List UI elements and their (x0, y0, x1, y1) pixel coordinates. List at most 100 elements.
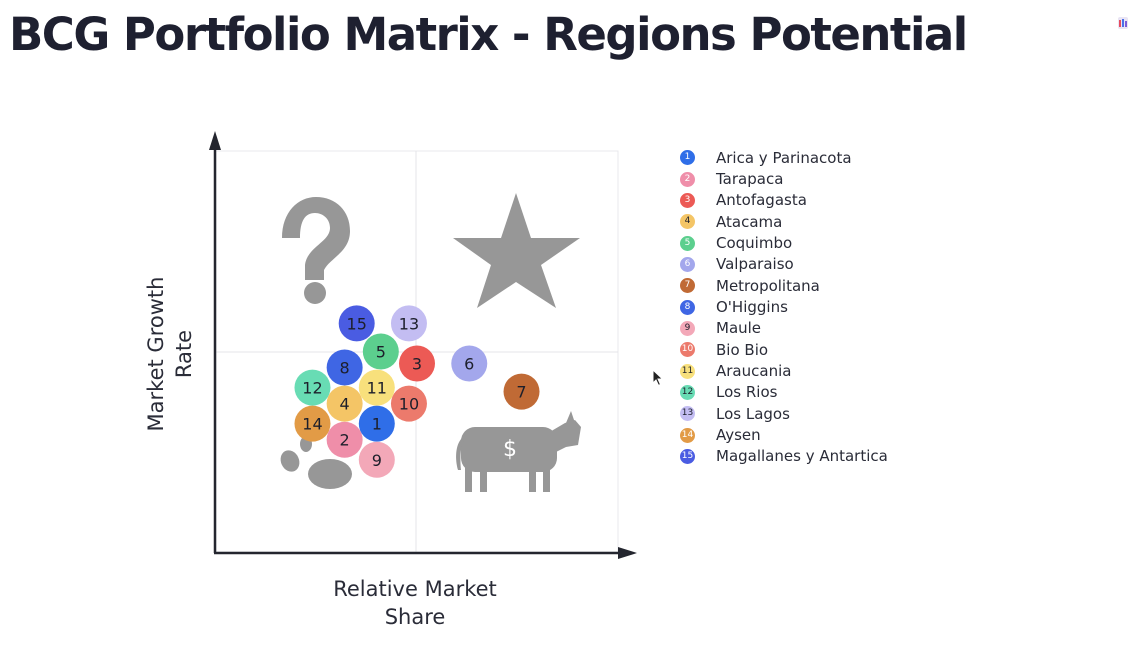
data-point-3: 3 (399, 345, 435, 382)
legend-item: 9 Maule (680, 318, 888, 339)
legend-label: Antofagasta (716, 191, 807, 210)
data-point-marker (358, 441, 395, 478)
legend-item: 3 Antofagasta (680, 190, 888, 211)
legend-label: Aysen (716, 426, 761, 445)
data-point-marker (326, 421, 363, 458)
app-logo-icon (1118, 17, 1128, 29)
x-axis-arrow (618, 547, 637, 559)
data-point-label: 15 (347, 314, 367, 333)
legend-item: 8 O'Higgins (680, 296, 888, 317)
legend-item: 15 Magallanes y Antartica (680, 446, 888, 467)
data-point-label: 1 (372, 415, 382, 434)
legend-marker: 8 (680, 299, 695, 315)
y-axis-label-line-2: Rate (172, 329, 196, 379)
legend-marker: 12 (680, 384, 695, 400)
legend-label: Tarapaca (716, 170, 784, 189)
legend-item: 2 Tarapaca (680, 168, 888, 189)
legend-item: 1 Arica y Parinacota (680, 147, 888, 168)
data-point-marker (294, 405, 331, 442)
data-point-marker (358, 405, 395, 442)
data-point-label: 8 (340, 359, 350, 378)
legend-label: Coquimbo (716, 234, 793, 253)
legend-marker: 5 (680, 235, 695, 251)
legend-item: 5 Coquimbo (680, 232, 888, 253)
y-axis-arrow (209, 131, 221, 150)
legend-label: Maule (716, 319, 762, 338)
cash-cow-icon: $ (456, 411, 581, 492)
y-axis-label: Market Growth Rate (142, 254, 198, 454)
legend-label: Arica y Parinacota (716, 148, 852, 167)
data-point-label: 13 (399, 314, 419, 333)
data-point-label: 4 (340, 395, 350, 414)
data-point-15: 15 (338, 305, 375, 342)
data-point-label: 14 (302, 415, 322, 434)
data-point-marker (294, 369, 331, 406)
data-point-marker (338, 305, 375, 342)
data-point-label: 9 (372, 451, 382, 470)
data-point-11: 11 (358, 369, 395, 406)
x-axis-label-line-2: Share (384, 605, 446, 629)
data-point-marker (390, 385, 427, 422)
star-icon (453, 193, 580, 308)
legend-item: 4 Atacama (680, 211, 888, 232)
data-point-label: 11 (367, 379, 387, 398)
legend-label: Los Lagos (716, 404, 790, 423)
legend-label: Los Rios (716, 383, 778, 402)
legend-marker: 13 (680, 406, 695, 422)
legend-marker: 7 (680, 278, 695, 294)
legend-label: Atacama (716, 212, 783, 231)
data-point-8: 8 (326, 349, 363, 386)
mouse-cursor-icon (652, 369, 664, 387)
legend-marker: 3 (680, 192, 695, 208)
data-point-marker (399, 345, 435, 382)
data-point-2: 2 (326, 421, 363, 458)
data-point-9: 9 (358, 441, 395, 478)
legend-item: 13 Los Lagos (680, 403, 888, 424)
page-title: BCG Portfolio Matrix - Regions Potential (9, 8, 968, 61)
legend-marker: 1 (680, 150, 695, 166)
data-point-4: 4 (326, 385, 363, 422)
legend-marker: 15 (680, 448, 695, 464)
legend-marker: 10 (680, 342, 695, 358)
data-point-10: 10 (390, 385, 427, 422)
data-point-marker (326, 349, 363, 386)
legend-item: 12 Los Rios (680, 382, 888, 403)
data-point-13: 13 (390, 305, 427, 342)
legend-marker: 2 (680, 171, 695, 187)
data-point-marker (503, 373, 540, 410)
legend-label: Metropolitana (716, 276, 820, 295)
legend-label: Bio Bio (716, 340, 769, 359)
legend-label: O'Higgins (716, 298, 788, 317)
legend: 1 Arica y Parinacota 2 Tarapaca 3 Antofagasta… (680, 147, 888, 467)
data-point-label: 10 (399, 395, 419, 414)
data-point-6: 6 (451, 345, 488, 382)
data-point-marker (326, 385, 363, 422)
question-mark-icon (282, 197, 350, 304)
data-point-marker (390, 305, 427, 342)
legend-item: 6 Valparaiso (680, 254, 888, 275)
legend-label: Araucania (716, 362, 792, 381)
legend-marker: 4 (680, 214, 695, 230)
legend-label: Valparaiso (716, 255, 794, 274)
legend-item: 11 Araucania (680, 360, 888, 381)
data-point-marker (362, 333, 399, 370)
x-axis-label: Relative Market Share (315, 575, 515, 631)
data-point-label: 7 (516, 383, 526, 402)
x-axis-label-line-1: Relative Market (333, 577, 497, 601)
legend-marker: 11 (680, 363, 695, 379)
y-axis-label-line-1: Market Growth (144, 276, 168, 432)
data-point-label: 3 (412, 355, 422, 374)
data-point-marker (451, 345, 488, 382)
data-point-label: 6 (464, 355, 474, 374)
data-point-7: 7 (503, 373, 540, 410)
legend-marker: 9 (680, 320, 695, 336)
legend-item: 10 Bio Bio (680, 339, 888, 360)
data-point-12: 12 (294, 369, 331, 406)
legend-marker: 6 (680, 256, 695, 272)
data-point-marker (358, 369, 395, 406)
data-point-14: 14 (294, 405, 331, 442)
data-point-label: 12 (302, 379, 322, 398)
